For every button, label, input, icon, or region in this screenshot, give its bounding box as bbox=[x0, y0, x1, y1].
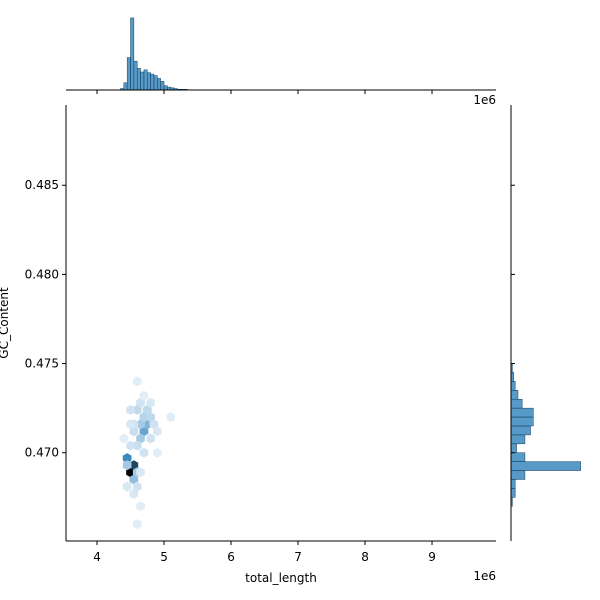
hexbin-cell bbox=[132, 404, 142, 415]
x-tick-label: 9 bbox=[428, 550, 436, 564]
x-tick-label: 8 bbox=[361, 550, 369, 564]
x-tick-label: 4 bbox=[93, 550, 101, 564]
hexbin-cell bbox=[136, 397, 145, 408]
x-offset: 1e6 bbox=[473, 569, 496, 583]
y-tick-label: 0.480 bbox=[25, 267, 59, 281]
hexbin-cell bbox=[149, 419, 159, 430]
hexbin-cell bbox=[126, 419, 135, 430]
hexbin-cell bbox=[139, 426, 149, 437]
histogram-bar bbox=[510, 443, 517, 453]
hexbin-cell bbox=[132, 519, 142, 530]
hexbin-cell bbox=[122, 453, 132, 464]
histogram-bar bbox=[510, 381, 516, 391]
hexbin-cell bbox=[139, 447, 149, 458]
hexbin-cell bbox=[136, 467, 145, 478]
x-offset: 1e6 bbox=[473, 93, 496, 107]
histogram-bar bbox=[510, 390, 519, 400]
hexbin-cell bbox=[136, 433, 145, 444]
hexbin-cell bbox=[142, 419, 152, 430]
histogram-bar bbox=[123, 82, 128, 91]
histogram-bar bbox=[140, 71, 145, 91]
histogram-bar bbox=[160, 81, 165, 91]
histogram-bar bbox=[510, 407, 534, 418]
histogram-bar bbox=[510, 398, 523, 409]
histogram-bar bbox=[510, 470, 526, 480]
y-tick-label: 0.470 bbox=[25, 446, 59, 460]
hexbin-cell bbox=[122, 460, 132, 471]
x-tick-label: 6 bbox=[227, 550, 235, 564]
hexbin-cell bbox=[139, 390, 149, 401]
histogram-bar bbox=[157, 78, 161, 91]
hexbin-cell bbox=[122, 481, 132, 492]
x-tick-label: 7 bbox=[294, 550, 302, 564]
hexbin-cell bbox=[126, 440, 135, 451]
histogram-bar bbox=[153, 75, 158, 91]
histogram-bar bbox=[510, 479, 516, 489]
histogram-bar bbox=[143, 69, 148, 91]
hexbin-cell bbox=[142, 404, 152, 415]
y-tick-label: 0.475 bbox=[25, 357, 59, 371]
hexbin-cell bbox=[136, 419, 145, 430]
hexbin-cell bbox=[153, 426, 162, 437]
histogram-bar bbox=[133, 60, 138, 91]
hexbin-cell bbox=[129, 460, 139, 471]
histogram-bar bbox=[510, 425, 531, 436]
histogram-bar bbox=[510, 416, 534, 427]
histogram-bar bbox=[510, 488, 516, 498]
hexbin-cell bbox=[136, 501, 145, 512]
hexbin-cell bbox=[126, 404, 135, 415]
y-tick-label: 0.485 bbox=[25, 178, 59, 192]
histogram-bar bbox=[126, 57, 131, 91]
hexbin-cell bbox=[166, 412, 175, 423]
histogram-bar bbox=[147, 72, 151, 91]
hexbin-cell bbox=[126, 467, 135, 478]
histogram-bar bbox=[510, 452, 526, 462]
hexbin-cell bbox=[132, 376, 142, 387]
histogram-bar bbox=[163, 85, 168, 91]
hexbin-cell bbox=[146, 433, 155, 444]
hexbin-cell bbox=[129, 426, 139, 437]
histogram-bar bbox=[136, 68, 141, 91]
hexbin-cell bbox=[132, 440, 142, 451]
hexbin-cell bbox=[132, 481, 142, 492]
histogram-bar bbox=[510, 461, 581, 471]
x-tick-label: 5 bbox=[160, 550, 168, 564]
hexbin-cell bbox=[146, 412, 155, 423]
histogram-bar bbox=[510, 434, 526, 445]
hexbin-cell bbox=[139, 412, 149, 423]
hexbin-cell bbox=[129, 488, 139, 499]
y-axis-label: GC_Content bbox=[0, 287, 11, 359]
hexbin-cell bbox=[153, 447, 162, 458]
hexbin-cell bbox=[129, 474, 139, 485]
x-axis-label: total_length bbox=[245, 571, 317, 585]
hexbin-cell bbox=[119, 433, 129, 444]
histogram-bar bbox=[150, 73, 155, 91]
histogram-bar bbox=[130, 17, 135, 91]
hexbin-cell bbox=[146, 397, 155, 408]
